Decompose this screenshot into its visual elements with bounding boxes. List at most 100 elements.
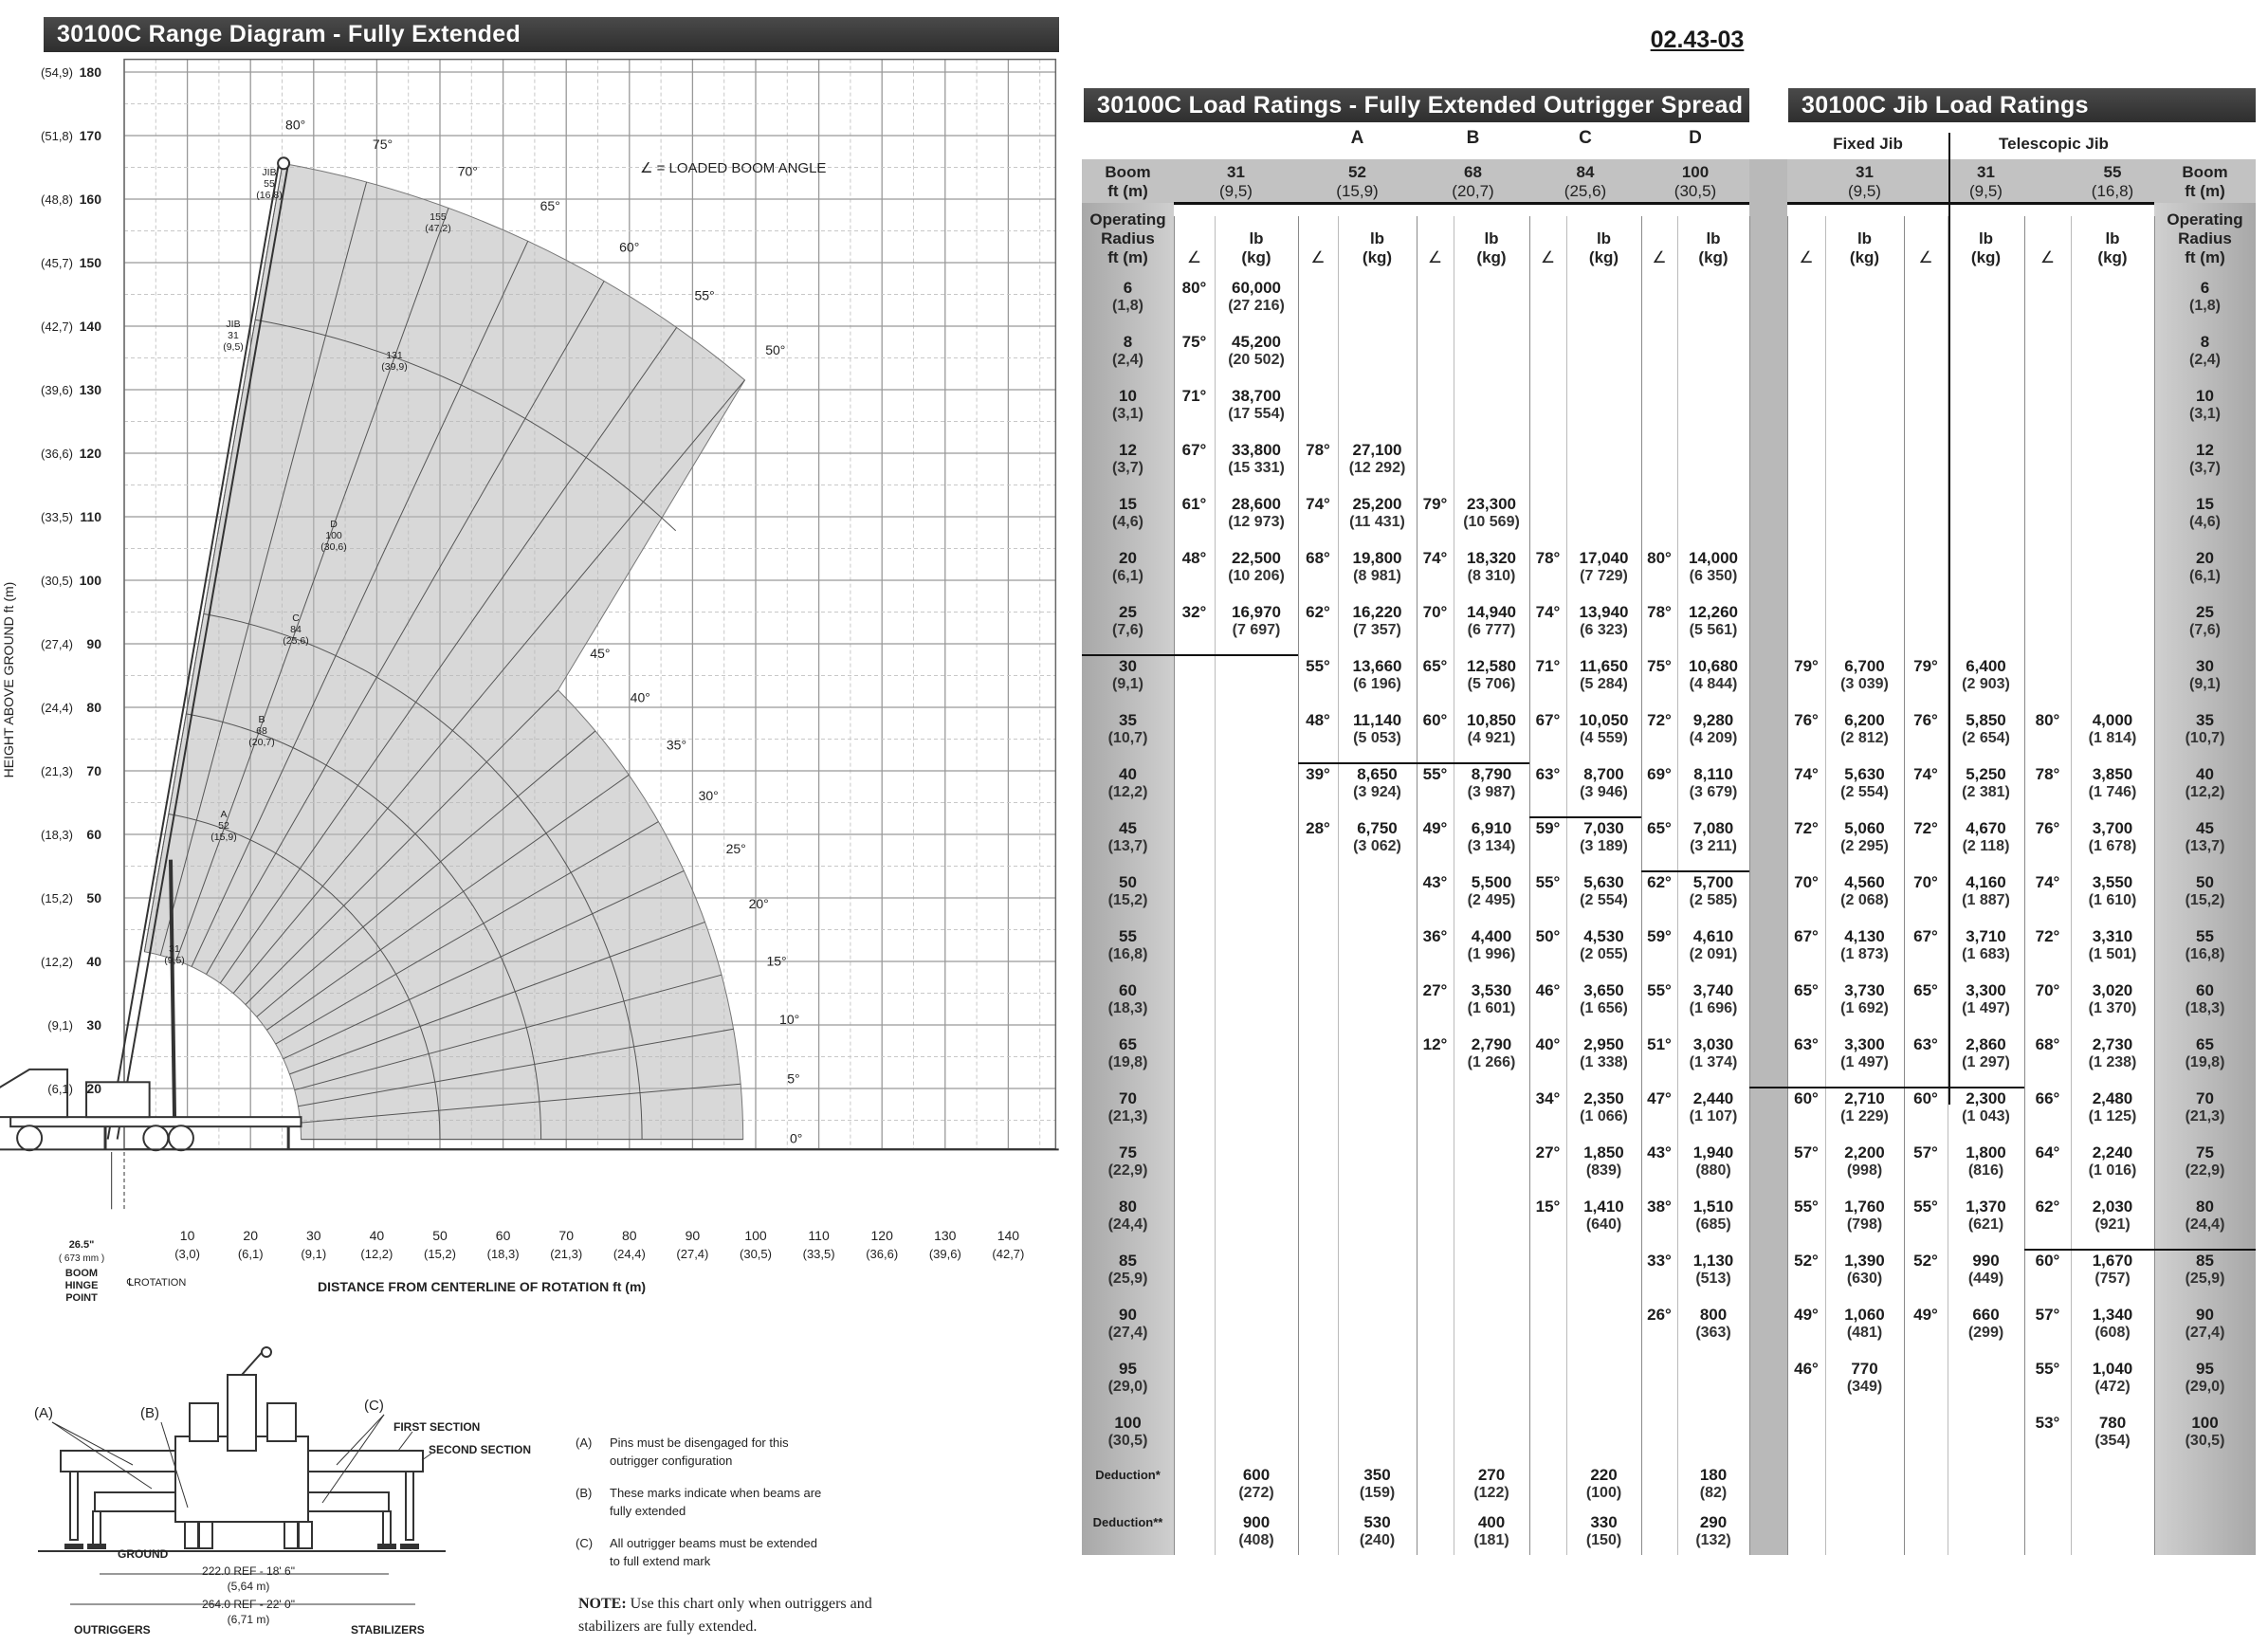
boom-angle-legend: ∠ = LOADED BOOM ANGLE bbox=[640, 160, 826, 176]
boom-angle: 74° bbox=[1794, 765, 1819, 783]
boom-label-jib55: 55 bbox=[264, 178, 275, 190]
boom-angle: 52° bbox=[1913, 1252, 1938, 1270]
boom-angle: 74° bbox=[1913, 765, 1938, 783]
capacity-lb: 4,130 bbox=[1844, 927, 1885, 945]
capacity-lb: 16,220 bbox=[1352, 603, 1402, 621]
x-tick-m: (30,5) bbox=[740, 1247, 772, 1261]
radius-m: (21,3) bbox=[2185, 1108, 2225, 1125]
capacity-lb: 3,300 bbox=[1844, 1035, 1885, 1053]
boom-angle: 61° bbox=[1181, 495, 1207, 513]
radius-ft: 10 bbox=[1119, 387, 1137, 405]
boom-angle: 72° bbox=[1794, 819, 1819, 837]
radius-ft: 90 bbox=[1119, 1306, 1137, 1324]
y-tick-ft: 20 bbox=[86, 1081, 101, 1096]
boom-angle: 46° bbox=[1794, 1360, 1819, 1378]
angle-line bbox=[143, 163, 284, 952]
x-tick-m: (6,1) bbox=[238, 1247, 264, 1261]
boom-label-jib55: JIB bbox=[262, 167, 276, 178]
boom-length-m: (16,8) bbox=[2091, 182, 2134, 200]
boom-length-m: (25,6) bbox=[1564, 182, 1607, 200]
boom-angle: 60° bbox=[2035, 1252, 2060, 1270]
capacity-lb: 5,700 bbox=[1692, 873, 1734, 891]
boom-length-m: (9,5) bbox=[1848, 182, 1881, 200]
angle-line bbox=[219, 327, 678, 984]
capacity-kg: (1 497) bbox=[1962, 1000, 2010, 1016]
boom-angle: 57° bbox=[2035, 1306, 2060, 1324]
boom-label-jib31: (9,5) bbox=[223, 341, 244, 353]
capacity-lb: 5,060 bbox=[1844, 819, 1885, 837]
angle-label: 45° bbox=[590, 646, 610, 661]
radius-ft: 35 bbox=[1119, 711, 1137, 729]
boom-angle: 78° bbox=[1535, 549, 1561, 567]
capacity-kg: (354) bbox=[2094, 1433, 2131, 1449]
x-tick-ft: 90 bbox=[686, 1228, 701, 1243]
radius-m: (3,7) bbox=[2189, 460, 2221, 476]
capacity-kg: (816) bbox=[1967, 1162, 2004, 1179]
capacity-lb: 5,630 bbox=[1583, 873, 1624, 891]
capacity-lb: 780 bbox=[2098, 1414, 2127, 1432]
boom-angle: 49° bbox=[1913, 1306, 1938, 1324]
boom-angle: 63° bbox=[1913, 1035, 1938, 1053]
radius-m: (6,1) bbox=[1112, 568, 1143, 584]
capacity-lb: 2,030 bbox=[2092, 1198, 2133, 1216]
capacity-lb: 5,630 bbox=[1844, 765, 1885, 783]
capacity-lb: 14,000 bbox=[1689, 549, 1738, 567]
boom-angle: 72° bbox=[1913, 819, 1938, 837]
column-divider bbox=[1338, 216, 1339, 1555]
x-tick-m: (27,4) bbox=[676, 1247, 708, 1261]
y-tick-ft: 130 bbox=[80, 382, 102, 397]
radius-ft: 85 bbox=[1119, 1252, 1137, 1270]
capacity-lb: 33,800 bbox=[1232, 441, 1281, 459]
boom-angle: 72° bbox=[1647, 711, 1672, 729]
y-tick-ft: 160 bbox=[80, 192, 102, 207]
angle-label: 0° bbox=[790, 1131, 802, 1146]
boom-label: Boom bbox=[1105, 163, 1151, 181]
boom-length-ft: 31 bbox=[1227, 163, 1245, 181]
boom-angle: 80° bbox=[1181, 279, 1207, 297]
boom-angle: 62° bbox=[1647, 873, 1672, 891]
radius-label: Operating bbox=[2167, 210, 2243, 229]
angle-line bbox=[275, 821, 659, 1045]
y-tick-ft: 50 bbox=[86, 890, 101, 905]
boom-angle: 74° bbox=[1535, 603, 1561, 621]
boom-angle: 55° bbox=[2035, 1360, 2060, 1378]
capacity-lb: 10,050 bbox=[1579, 711, 1629, 729]
capacity-lb: 8,650 bbox=[1357, 765, 1398, 783]
angle-line bbox=[283, 869, 685, 1060]
working-range-area bbox=[143, 162, 746, 1141]
radius-ft: 60 bbox=[1119, 981, 1137, 999]
radius-ft: 60 bbox=[2196, 981, 2214, 999]
column-divider bbox=[1417, 216, 1418, 1555]
capacity-lb: 660 bbox=[1972, 1306, 2000, 1324]
kg-column-header: (kg) bbox=[1970, 248, 2002, 266]
radius-ft: 45 bbox=[2196, 819, 2214, 837]
boom-angle: 64° bbox=[2035, 1143, 2060, 1161]
boom-angle: 66° bbox=[2035, 1089, 2060, 1107]
radius-ft: 6 bbox=[2200, 279, 2210, 297]
x-tick-ft: 30 bbox=[306, 1228, 321, 1243]
capacity-lb: 12,580 bbox=[1467, 657, 1516, 675]
capacity-kg: (6 350) bbox=[1689, 568, 1738, 584]
boom-label-b131: (39,9) bbox=[381, 361, 407, 373]
capacity-lb: 2,480 bbox=[2092, 1089, 2133, 1107]
boom-length-ft: 68 bbox=[1464, 163, 1482, 181]
rotation-label: ℄ROTATION bbox=[126, 1277, 186, 1289]
capacity-lb: 16,970 bbox=[1232, 603, 1281, 621]
radius-m: (9,1) bbox=[1112, 676, 1143, 692]
capacity-lb: 3,300 bbox=[1966, 981, 2006, 999]
capacity-kg: (1 338) bbox=[1580, 1054, 1628, 1070]
boom-angle: 57° bbox=[1794, 1143, 1819, 1161]
leader-line bbox=[51, 1421, 153, 1490]
boom-angle: 49° bbox=[1794, 1306, 1819, 1324]
capacity-lb: 4,530 bbox=[1583, 927, 1624, 945]
y-tick-ft: 140 bbox=[80, 319, 102, 334]
capacity-kg: (2 381) bbox=[1962, 784, 2010, 800]
boom-label-b155: (47,2) bbox=[425, 223, 450, 234]
x-tick-ft: 80 bbox=[622, 1228, 637, 1243]
angle-column-header: ∠ bbox=[1186, 248, 1202, 266]
leg bbox=[69, 1471, 79, 1541]
angle-line bbox=[256, 730, 596, 1017]
boom-angle: 55° bbox=[1913, 1198, 1938, 1216]
boom-angle: 12° bbox=[1422, 1035, 1448, 1053]
boom-label-b131: 131 bbox=[386, 350, 403, 361]
